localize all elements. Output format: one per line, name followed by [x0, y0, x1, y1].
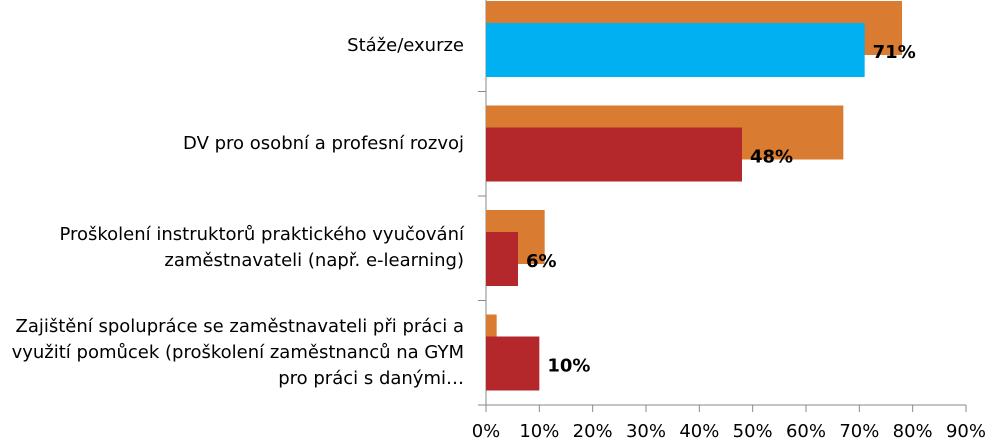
bar — [486, 23, 865, 77]
x-tick-label: 0% — [472, 421, 501, 442]
data-label: 10% — [547, 356, 590, 377]
category-label: Proškolení instruktorů praktického vyučo… — [59, 224, 464, 272]
x-tick-label: 20% — [573, 421, 613, 442]
data-label: 71% — [873, 42, 916, 63]
bar — [486, 127, 742, 182]
x-tick-label: 60% — [786, 421, 826, 442]
data-label: 48% — [750, 147, 793, 168]
bar — [486, 336, 540, 391]
x-tick-label: 70% — [839, 421, 879, 442]
x-tick-label: 50% — [733, 421, 773, 442]
x-tick-label: 40% — [679, 421, 719, 442]
x-tick-label: 10% — [519, 421, 559, 442]
category-label: Stáže/exurze — [347, 34, 464, 56]
category-label: DV pro osobní a profesní rozvoj — [183, 132, 464, 154]
x-tick-label: 80% — [893, 421, 933, 442]
x-tick-label: 90% — [946, 421, 986, 442]
x-tick-label: 30% — [626, 421, 666, 442]
bar — [486, 232, 518, 286]
data-label: 6% — [526, 251, 557, 272]
category-label: Zajištění spolupráce se zaměstnavateli p… — [11, 315, 464, 389]
